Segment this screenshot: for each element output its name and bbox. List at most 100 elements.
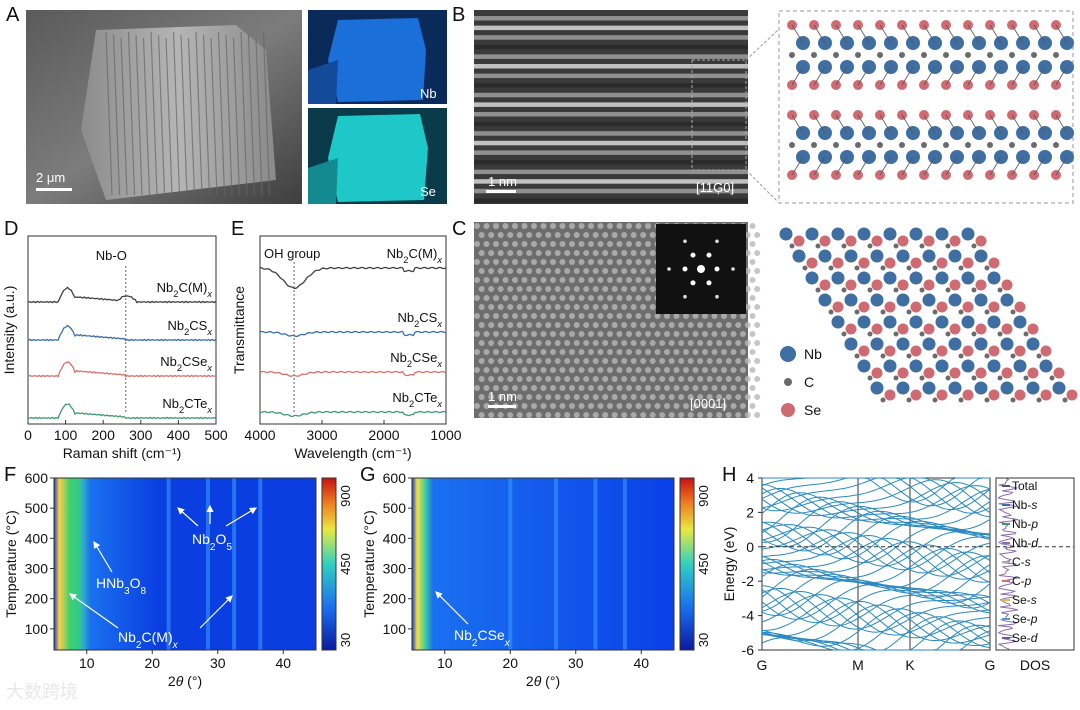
y-tick-label: 200 (25, 591, 49, 607)
y-tick-label-h: 4 (746, 470, 754, 486)
y-axis-label-d: Intensity (a.u.) (1, 286, 17, 375)
x-tick-label-d: 0 (24, 427, 32, 443)
series-label-e: Nb2CSex (390, 350, 442, 369)
y-tick-label: 400 (383, 530, 407, 546)
y-tick-label: 300 (25, 561, 49, 577)
x-tick-label-d: 500 (204, 427, 228, 443)
dos-legend-label: Nb-s (1012, 498, 1037, 512)
eds-map-nb: Nb (308, 10, 447, 104)
y-tick-label: 200 (383, 591, 407, 607)
panel-label-b: B (452, 4, 466, 26)
eds-label-nb: Nb (420, 86, 437, 101)
band-line (761, 529, 991, 571)
scale-label-b: 1 nm (488, 174, 517, 189)
legend-c: C (804, 374, 814, 390)
heatmap-field (412, 478, 674, 650)
arrow-nb2o5-a (177, 507, 199, 527)
watermark: 大数跨境 (6, 682, 78, 702)
dos-legend-label: Total (1012, 479, 1037, 493)
diffraction-streak (593, 478, 598, 650)
band-line (761, 537, 991, 580)
y-tick-label-h: 2 (746, 504, 754, 520)
band-line (761, 597, 991, 639)
band-line (761, 590, 991, 633)
legend-se: Se (804, 402, 821, 418)
k-point-label: M (852, 657, 864, 673)
dos-legend-label: Se-p (1012, 612, 1038, 626)
diffraction-streak (554, 478, 559, 650)
dos-legend-label: Se-d (1012, 631, 1038, 645)
band-line (761, 616, 991, 651)
y-tick-label-h: 0 (746, 539, 754, 555)
diffraction-streak (81, 478, 86, 650)
band-line (761, 541, 991, 583)
band-line (761, 477, 991, 518)
band-line (761, 520, 991, 560)
colorbar-label: 450 (696, 553, 711, 575)
x-tick-label-d: 400 (167, 427, 191, 443)
y-tick-label: 100 (25, 621, 49, 637)
band-line (761, 544, 991, 583)
series-label-d: Nb2CSex (160, 354, 212, 373)
annotation-nb2cm: Nb2C(M)x (118, 629, 179, 651)
heatmap-field (54, 478, 316, 650)
colorbar (321, 477, 337, 651)
dos-legend-label: Se-s (1012, 593, 1037, 607)
x-tick-label-e: 4000 (244, 427, 275, 443)
band-line (761, 604, 991, 644)
colorbar (679, 477, 695, 651)
annotation-hnb3o8: HNb3O8 (96, 575, 147, 597)
k-point-label: K (905, 657, 915, 673)
arrow-nb2cm-a (69, 593, 119, 629)
arrow-nb2csex (435, 591, 469, 625)
x-tick-label: 20 (144, 655, 160, 671)
diffraction-streak (258, 478, 263, 650)
y-tick-label: 500 (25, 500, 49, 516)
dos-legend-label: Nb-p (1012, 517, 1038, 531)
annotation-oh: OH group (264, 246, 320, 261)
band-line (762, 477, 990, 503)
band-line (761, 526, 991, 567)
colorbar-label: 30 (696, 633, 711, 647)
band-line (761, 555, 991, 594)
x-tick-label: 10 (437, 655, 453, 671)
y-tick-label: 600 (25, 470, 49, 486)
series-label-d: Nb2CSx (167, 318, 212, 337)
x-tick-label-d: 300 (129, 427, 153, 443)
band-line (761, 612, 991, 651)
arrow-hnb3o8 (93, 540, 113, 573)
band-line (761, 492, 991, 525)
band-line (761, 481, 991, 517)
scale-label-c: 1 nm (488, 389, 517, 404)
annotation-nb2csex: Nb2CSex (454, 627, 511, 649)
panel-label-h: H (722, 464, 737, 486)
band-line (761, 551, 991, 589)
chart-h-band-structure: 4 2 0 -2 -4 -6 Energy (eV) G M K G DOS Total Nb-s Nb-p… (721, 470, 1075, 673)
panel-label-e: E (231, 218, 245, 240)
y-axis-label-h: Energy (eV) (721, 527, 737, 602)
band-line (761, 501, 991, 543)
series-label-e: Nb2C(M)x (387, 246, 443, 265)
panel-label-a: A (6, 4, 20, 26)
x-tick-label-d: 200 (92, 427, 116, 443)
y-tick-label-h: -4 (742, 608, 755, 624)
x-axis-label: 2θ (°) (526, 673, 560, 689)
dos-axis-label: DOS (1020, 657, 1050, 673)
x-axis-label-d: Raman shift (cm⁻¹) (63, 445, 182, 461)
band-line (761, 524, 991, 564)
y-tick-label: 600 (383, 470, 407, 486)
x-tick-label-e: 3000 (306, 427, 337, 443)
series-label-e: Nb2CSx (397, 310, 442, 329)
band-line (761, 594, 991, 636)
diffraction-streak (508, 478, 513, 650)
panel-a-sem-image: 2 μm (26, 10, 302, 204)
series-line-e (259, 370, 447, 377)
arrow-nb2cm-b (199, 595, 233, 629)
series-line-d (27, 324, 217, 342)
annotation-nb2o5: Nb2O5 (192, 531, 232, 553)
panel-c-hrtem-image: 1 nm [0001] (474, 222, 761, 418)
y-axis-label-e: Transmittance (231, 286, 247, 374)
arrow-nb2o5-c (225, 507, 258, 527)
band-line (761, 547, 991, 584)
band-line (761, 483, 991, 519)
